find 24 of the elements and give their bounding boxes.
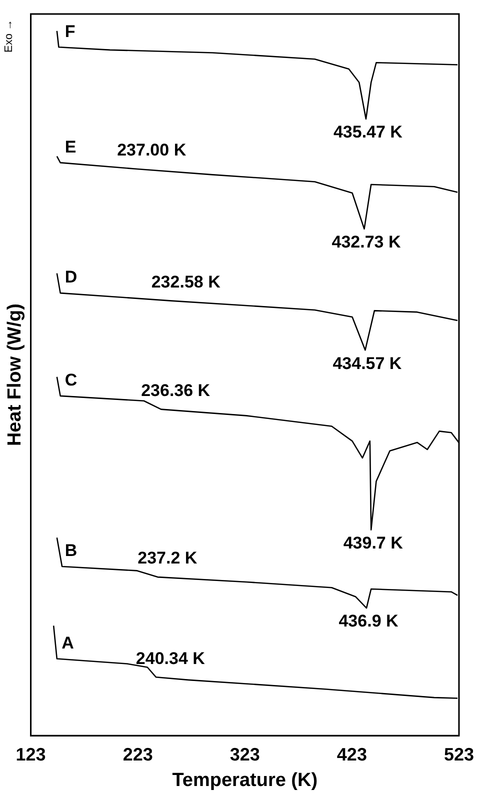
annotation: A [62,633,74,652]
annotation: E [64,137,76,156]
annotation: 436.9 K [338,612,399,631]
x-tick-label: 323 [230,744,260,764]
y-axis-title: Heat Flow (W/g) [4,304,26,446]
x-tick-label: 123 [16,744,46,764]
x-tick-label: 423 [336,744,367,764]
annotation: 237.2 K [138,548,198,568]
annotation: 232.58 K [151,272,222,292]
x-tick-label: 223 [122,744,153,764]
x-tick-label: 523 [444,744,474,764]
annotation: 434.57 K [332,354,402,373]
text: Exo → [3,19,16,53]
annotation: F [64,22,76,41]
x-axis-title: Temperature (K) [172,770,318,791]
annotation: 240.34 K [136,648,206,668]
annotation: 432.73 K [332,232,402,252]
annotation: 236.36 K [141,381,211,400]
annotation: B [64,541,78,560]
annotation: 435.47 K [333,122,404,142]
annotation: C [64,370,78,390]
annotation: 237.00 K [117,140,187,160]
annotation: 439.7 K [343,534,404,553]
annotation: D [64,268,78,287]
